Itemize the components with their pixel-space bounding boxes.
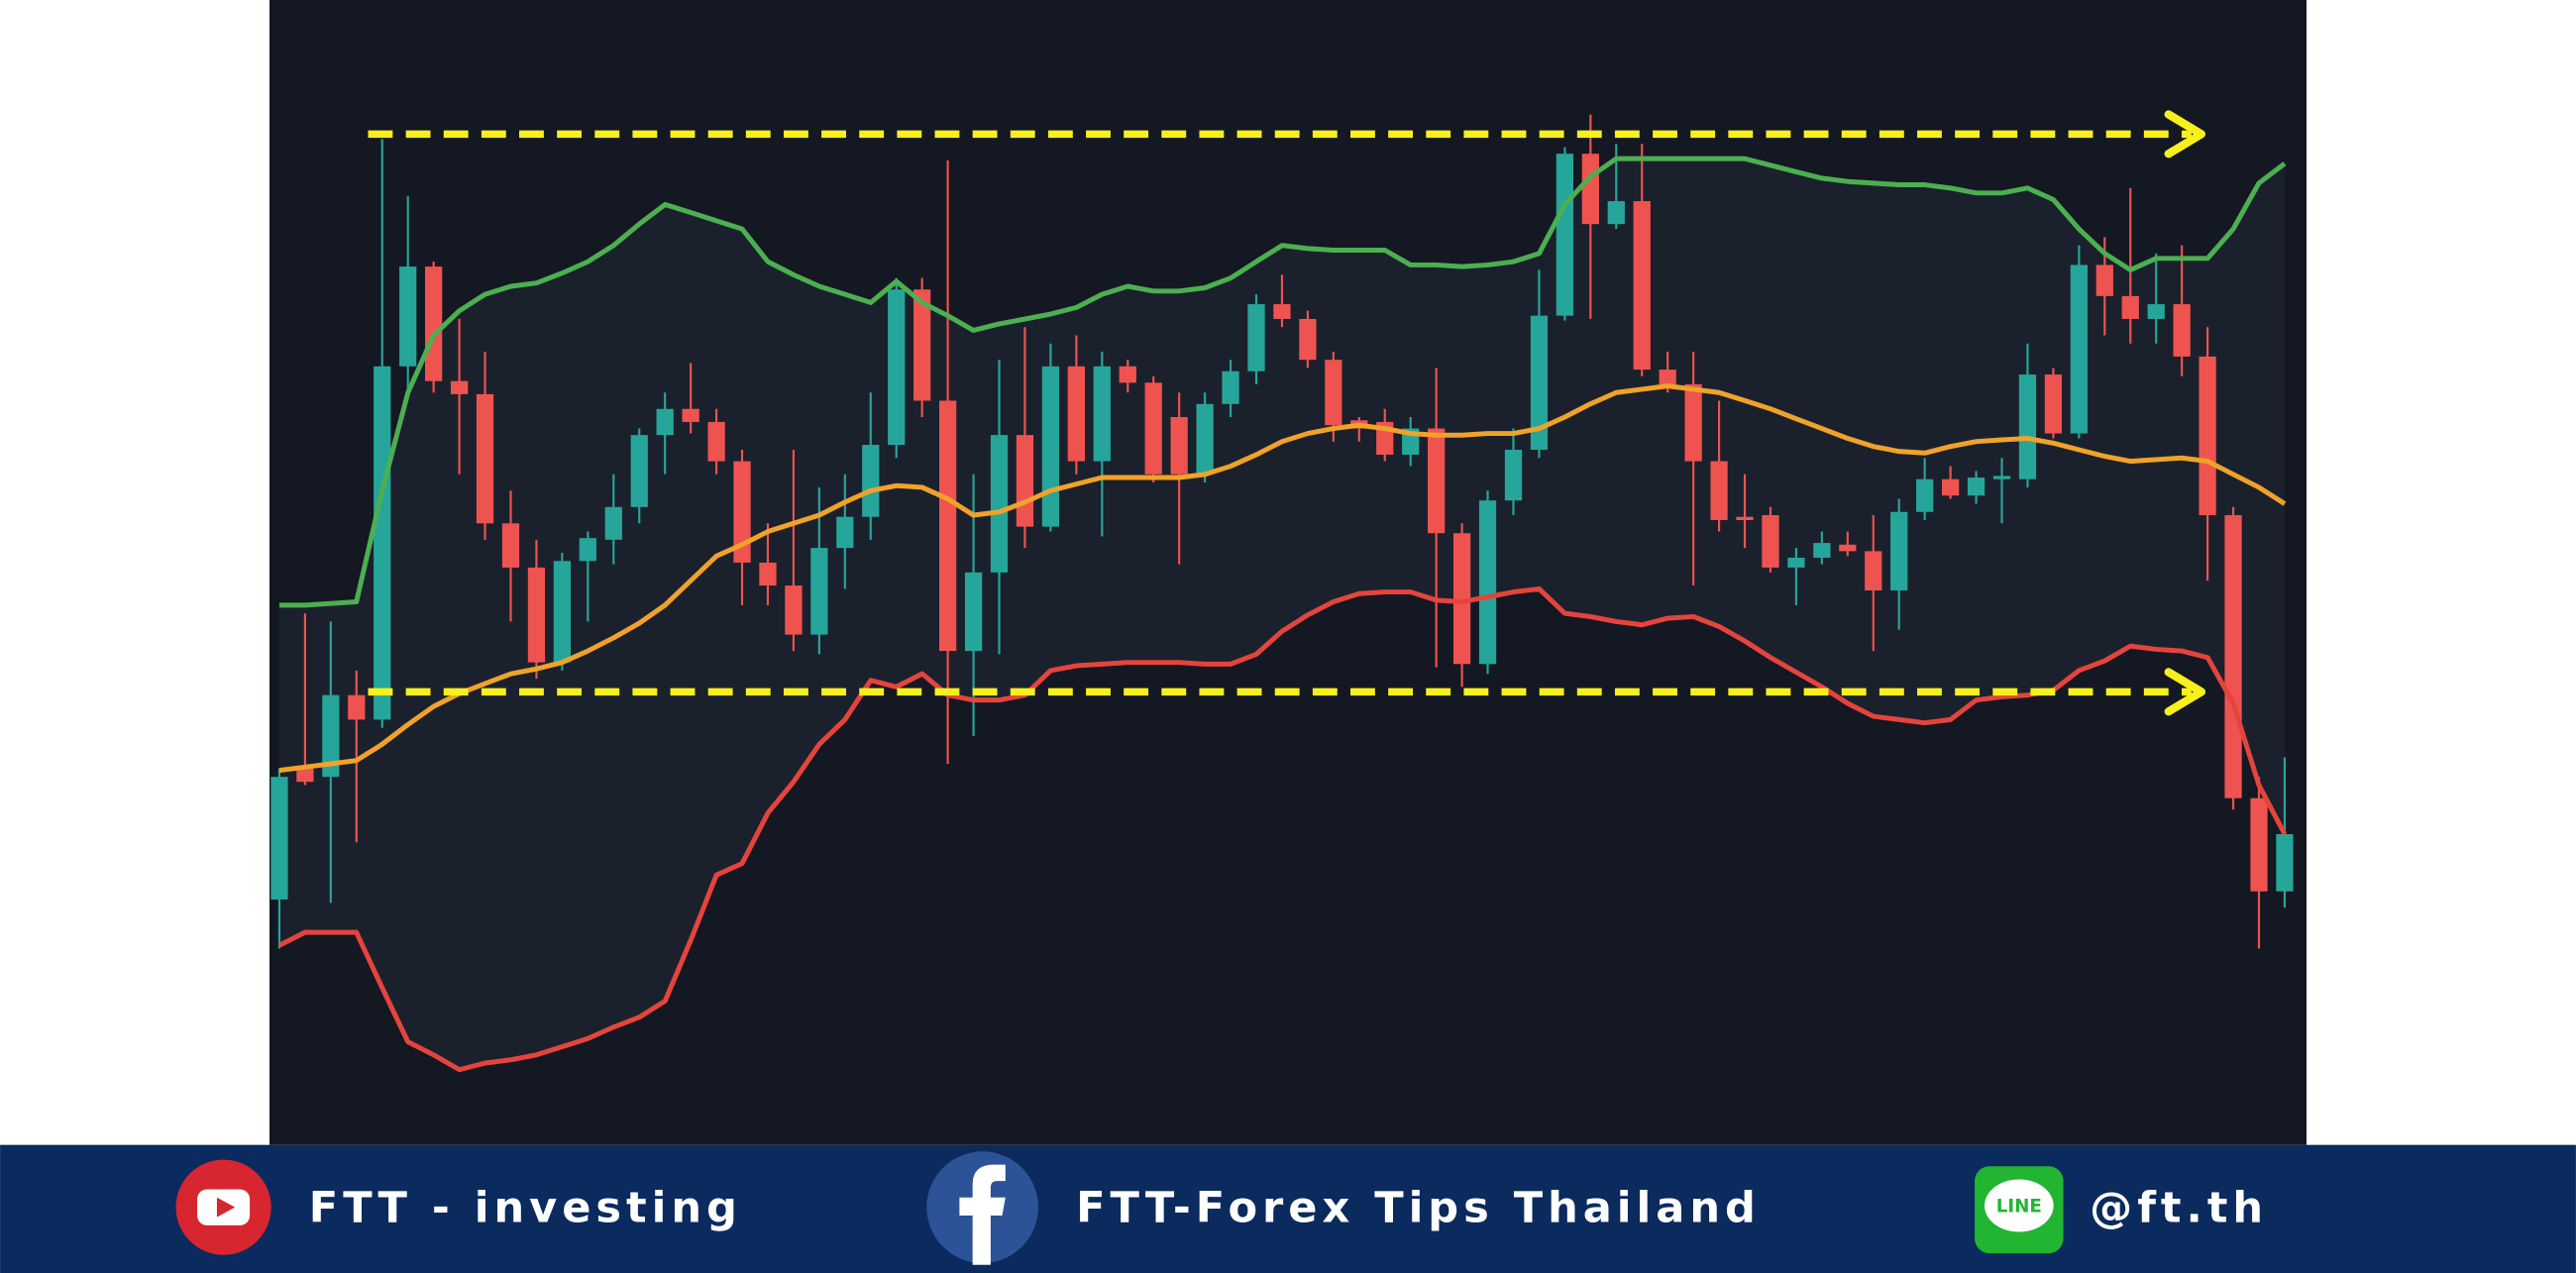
candle-body (322, 694, 340, 778)
candle-body (2147, 304, 2165, 319)
candle-body (1581, 154, 1599, 225)
level-arrow (2164, 110, 2206, 159)
band-fill (278, 159, 2285, 1070)
candle-body (1170, 416, 1188, 475)
facebook-label[interactable]: FTT-Forex Tips Thailand (1076, 1183, 1761, 1232)
candle-body (450, 380, 469, 394)
candle-body (862, 445, 880, 517)
candle-body (2250, 797, 2268, 892)
candle-body (1659, 370, 1676, 384)
candle-body (1890, 511, 1908, 590)
plot (270, 110, 2294, 1073)
candle-body (1607, 201, 1625, 225)
candle-body (2121, 295, 2139, 319)
candle-body (1633, 201, 1651, 371)
candle-body (425, 266, 443, 381)
candle-body (1428, 428, 1446, 534)
candle-body (527, 567, 546, 663)
candle-body (1530, 315, 1549, 451)
candle-body (374, 366, 391, 720)
footer-bar (0, 1144, 2576, 1273)
candle-body (1273, 304, 1291, 319)
candle-body (1941, 478, 1960, 496)
candle-body (1299, 318, 1317, 361)
candle-body (604, 506, 622, 540)
line-bubble (1985, 1179, 2054, 1232)
candle-body (1762, 515, 1779, 568)
candle-body (2276, 833, 2294, 892)
youtube-label[interactable]: FTT - investing (309, 1183, 742, 1232)
candle-body (1556, 154, 1574, 316)
candle-body (1916, 478, 1934, 512)
line-icon-text: LINE (1996, 1197, 2042, 1218)
candle-body (2224, 515, 2242, 798)
candle-body (836, 516, 854, 549)
candle-body (682, 408, 699, 422)
candle-body (1710, 461, 1728, 521)
candle-body (656, 408, 674, 436)
candle-body (399, 266, 417, 367)
candle-body (2095, 265, 2113, 296)
candle-body (553, 561, 572, 663)
candle-body (785, 585, 803, 635)
facebook-f (959, 1164, 1006, 1265)
candle-body (1992, 476, 2011, 479)
candle-body (1093, 366, 1111, 462)
candle-body (810, 548, 828, 635)
candle-body (990, 435, 1009, 573)
band-middle (278, 383, 2287, 774)
candle-body (1196, 403, 1214, 475)
candle-body (501, 523, 520, 568)
candle-body (1144, 382, 1162, 475)
candle-body (1222, 371, 1239, 404)
candle-body (707, 421, 725, 462)
candle-body (2044, 374, 2063, 434)
candle-body (1016, 435, 1034, 527)
candle-body (1504, 450, 1523, 501)
candle-body (1325, 360, 1342, 426)
candle-body (348, 694, 366, 720)
candle-body (1041, 366, 1060, 527)
chart-content (270, 110, 2294, 1073)
band-upper (278, 156, 2287, 608)
candle-body (1247, 304, 1265, 371)
band-lower (277, 585, 2288, 1073)
candle-body (2199, 356, 2216, 516)
candle-body (1119, 366, 1136, 383)
candle-body (1967, 477, 1986, 496)
line-label[interactable]: @ft.th (2090, 1183, 2268, 1232)
candle-body (888, 289, 906, 446)
youtube-play (216, 1197, 236, 1218)
candle-body (2173, 304, 2191, 357)
candle-body (1067, 366, 1085, 462)
candle-body (759, 562, 777, 586)
candle-body (964, 572, 983, 652)
candle-body (1684, 383, 1702, 462)
candle-body (1787, 557, 1805, 568)
candle-body (270, 777, 288, 901)
candle-body (579, 538, 596, 562)
candle-body (1813, 543, 1831, 558)
candle-body (1736, 516, 1754, 521)
candle-body (476, 393, 494, 524)
candle-body (1452, 533, 1471, 665)
candle-body (2018, 374, 2037, 479)
candle-body (630, 435, 648, 507)
candle-body (1839, 544, 1857, 552)
candle-body (733, 461, 751, 563)
candle-body (296, 768, 314, 783)
candle-body (1865, 551, 1882, 590)
candle-body (2070, 265, 2088, 434)
candle-body (1478, 500, 1497, 665)
candle-body (938, 400, 957, 652)
level-arrow (2164, 668, 2206, 716)
candle-body (913, 289, 931, 401)
